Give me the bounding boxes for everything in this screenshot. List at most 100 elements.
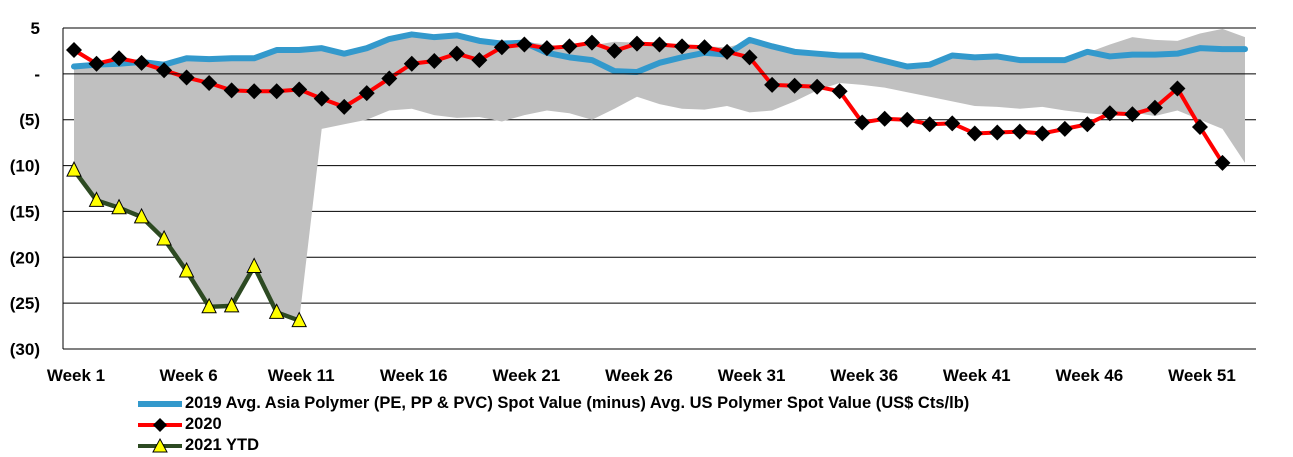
legend-entry-2021: 2021 YTD (138, 435, 969, 456)
x-tick-label-8: Week 41 (943, 366, 1011, 385)
chart-plot: 5-(5)(10)(15)(20)(25)(30) Week 1 Week 6 We… (10, 19, 1256, 385)
x-tick-label-3: Week 16 (380, 366, 448, 385)
y-tick-label-6: (25) (10, 294, 40, 313)
y-tick-label-7: (30) (10, 340, 40, 359)
point-2020-52 (1214, 154, 1231, 171)
point-2020-51 (1191, 119, 1208, 136)
point-2020-3 (111, 50, 128, 67)
legend-entry-2019: 2019 Avg. Asia Polymer (PE, PP & PVC) Sp… (138, 393, 969, 414)
x-tick-label-10: Week 51 (1168, 366, 1236, 385)
y-tick-label-2: (5) (19, 111, 40, 130)
point-2021-6 (178, 261, 195, 278)
point-2021-8 (223, 296, 240, 313)
point-2020-31 (741, 49, 758, 66)
point-2021-9 (246, 257, 262, 273)
point-2020-8 (223, 82, 240, 99)
point-2020-41 (966, 125, 983, 142)
point-2021-2 (88, 191, 105, 207)
point-2020-35 (831, 83, 848, 100)
point-2020-10 (268, 83, 285, 100)
point-2020-2 (88, 55, 105, 72)
point-2021-7 (201, 297, 217, 314)
point-2020-46 (1079, 116, 1096, 133)
x-tick-label-9: Week 46 (1055, 366, 1123, 385)
point-2021-11 (291, 311, 308, 328)
y-tick-label-4: (15) (10, 202, 40, 221)
legend: 2019 Avg. Asia Polymer (PE, PP & PVC) Sp… (138, 393, 969, 456)
point-2020-29 (696, 39, 713, 56)
series-1 (66, 34, 1231, 171)
point-2020-18 (448, 45, 465, 62)
series-line-0 (71, 31, 1248, 76)
point-2020-30 (719, 43, 736, 60)
y-axis-ticks: 5 - (5) (10) (15) (20) (25) (30) (10, 19, 40, 359)
point-2021-1 (66, 161, 82, 177)
point-2020-7 (201, 75, 218, 92)
point-2020-44 (1034, 125, 1051, 142)
point-2020-13 (336, 98, 353, 115)
y-tick-label-0: 5 (31, 19, 40, 38)
point-2020-42 (989, 124, 1006, 141)
range-band (74, 28, 1245, 321)
x-tick-label-0: Week 1 (47, 366, 105, 385)
point-2020-4 (133, 54, 150, 71)
band-area (74, 28, 1245, 321)
point-2020-47 (1101, 105, 1118, 122)
point-2020-50 (1169, 80, 1186, 97)
series-layer (66, 31, 1248, 328)
x-tick-label-6: Week 31 (718, 366, 786, 385)
point-2020-49 (1146, 99, 1163, 116)
point-2020-21 (516, 36, 533, 53)
point-2020-45 (1056, 120, 1073, 137)
point-2020-11 (291, 81, 308, 98)
point-2020-38 (899, 111, 916, 128)
legend-swatch-2019 (138, 400, 182, 407)
point-2020-32 (764, 76, 781, 93)
series-line-1 (72, 40, 1225, 165)
x-tick-label-7: Week 36 (830, 366, 898, 385)
legend-swatch-2021 (138, 437, 182, 452)
y-tick-label-1: - (34, 65, 40, 84)
point-2020-25 (606, 42, 623, 59)
legend-swatch-2020 (138, 417, 182, 432)
point-2021-3 (111, 198, 127, 215)
point-2020-12 (313, 90, 330, 107)
y-tick-label-5: (20) (10, 248, 40, 267)
point-2020-23 (561, 38, 578, 55)
point-2020-26 (628, 35, 645, 52)
point-2020-19 (471, 52, 488, 69)
legend-label-2020: 2020 (185, 415, 222, 433)
point-2021-4 (133, 207, 150, 224)
point-2020-43 (1011, 123, 1028, 140)
x-tick-label-5: Week 26 (605, 366, 673, 385)
legend-entry-2020: 2020 (138, 414, 969, 435)
point-2020-27 (651, 36, 668, 53)
point-2020-40 (944, 115, 961, 132)
series-2 (66, 161, 308, 328)
x-tick-label-1: Week 6 (159, 366, 217, 385)
point-2020-15 (381, 70, 398, 87)
point-2020-9 (246, 83, 263, 100)
point-2020-37 (876, 110, 893, 127)
x-axis-ticks: Week 1 Week 6 Week 11 Week 16 Week 21 Week 26… (47, 366, 1236, 385)
point-2020-48 (1124, 106, 1141, 123)
point-2020-28 (674, 38, 691, 55)
series-0 (71, 31, 1248, 76)
point-2020-22 (538, 40, 555, 57)
y-tick-label-3: (10) (10, 157, 40, 176)
legend-label-2019: 2019 Avg. Asia Polymer (PE, PP & PVC) Sp… (185, 394, 970, 412)
point-2020-36 (854, 114, 871, 131)
x-tick-label-2: Week 11 (268, 366, 335, 385)
point-2020-17 (426, 53, 443, 70)
point-2021-5 (156, 229, 172, 246)
x-tick-label-4: Week 21 (493, 366, 561, 385)
point-2020-1 (66, 42, 82, 59)
point-2020-34 (809, 78, 826, 95)
point-2020-33 (786, 77, 803, 94)
legend-label-2021: 2021 YTD (185, 436, 259, 454)
point-2020-16 (403, 55, 420, 72)
point-2021-10 (268, 303, 285, 319)
point-2020-24 (583, 34, 600, 51)
point-2020-39 (921, 116, 938, 133)
point-2020-20 (493, 39, 510, 56)
